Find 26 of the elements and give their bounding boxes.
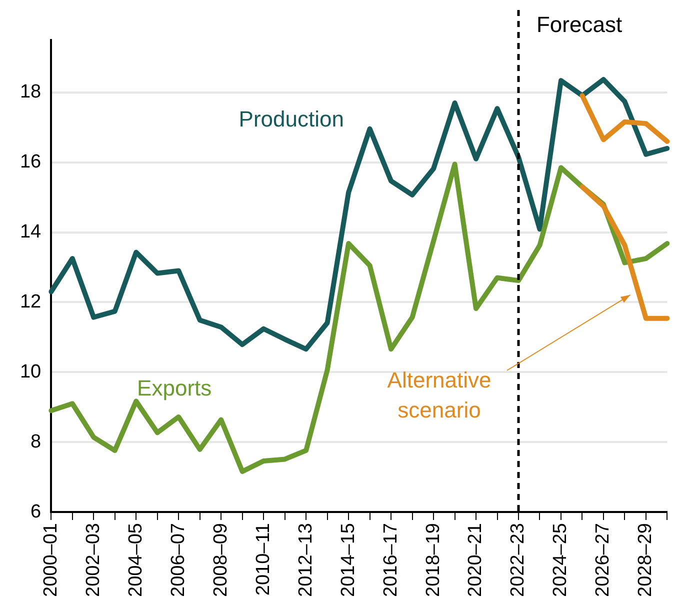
y-tick-label: 6: [30, 501, 42, 522]
x-tick-label: 2006–07: [168, 523, 189, 597]
y-tick-label: 12: [20, 291, 42, 312]
ref-line-label: Forecast: [536, 12, 622, 37]
x-tick-label: 2022–23: [508, 523, 529, 597]
y-tick-label: 16: [20, 152, 42, 173]
x-tick-label: 2026–27: [592, 523, 614, 597]
x-tick-label: 2008–09: [210, 523, 232, 597]
x-tick-label: 2010–11: [252, 523, 274, 596]
x-tick-label: 2020–21: [465, 523, 486, 597]
y-tick-label: 10: [20, 361, 42, 382]
y-tick-label: 18: [20, 82, 42, 103]
series-label: Exports: [137, 375, 212, 400]
x-tick-label: 2028–29: [635, 523, 656, 597]
series-label: Production: [238, 106, 344, 132]
x-tick-label: 2000–01: [40, 523, 62, 597]
x-tick-label: 2004–05: [125, 523, 146, 597]
y-tick-label: 14: [20, 222, 42, 243]
x-tick-label: 2014–15: [338, 523, 359, 597]
x-tick-label: 2002–03: [82, 523, 104, 597]
x-tick-label: 2016–17: [380, 523, 402, 597]
y-tick-label: 8: [30, 431, 42, 452]
x-tick-label: 2024–25: [550, 523, 572, 597]
annotation: Alternative scenario: [387, 367, 492, 422]
x-tick-label: 2018–19: [422, 523, 444, 597]
x-tick-label: 2012–13: [295, 523, 316, 597]
